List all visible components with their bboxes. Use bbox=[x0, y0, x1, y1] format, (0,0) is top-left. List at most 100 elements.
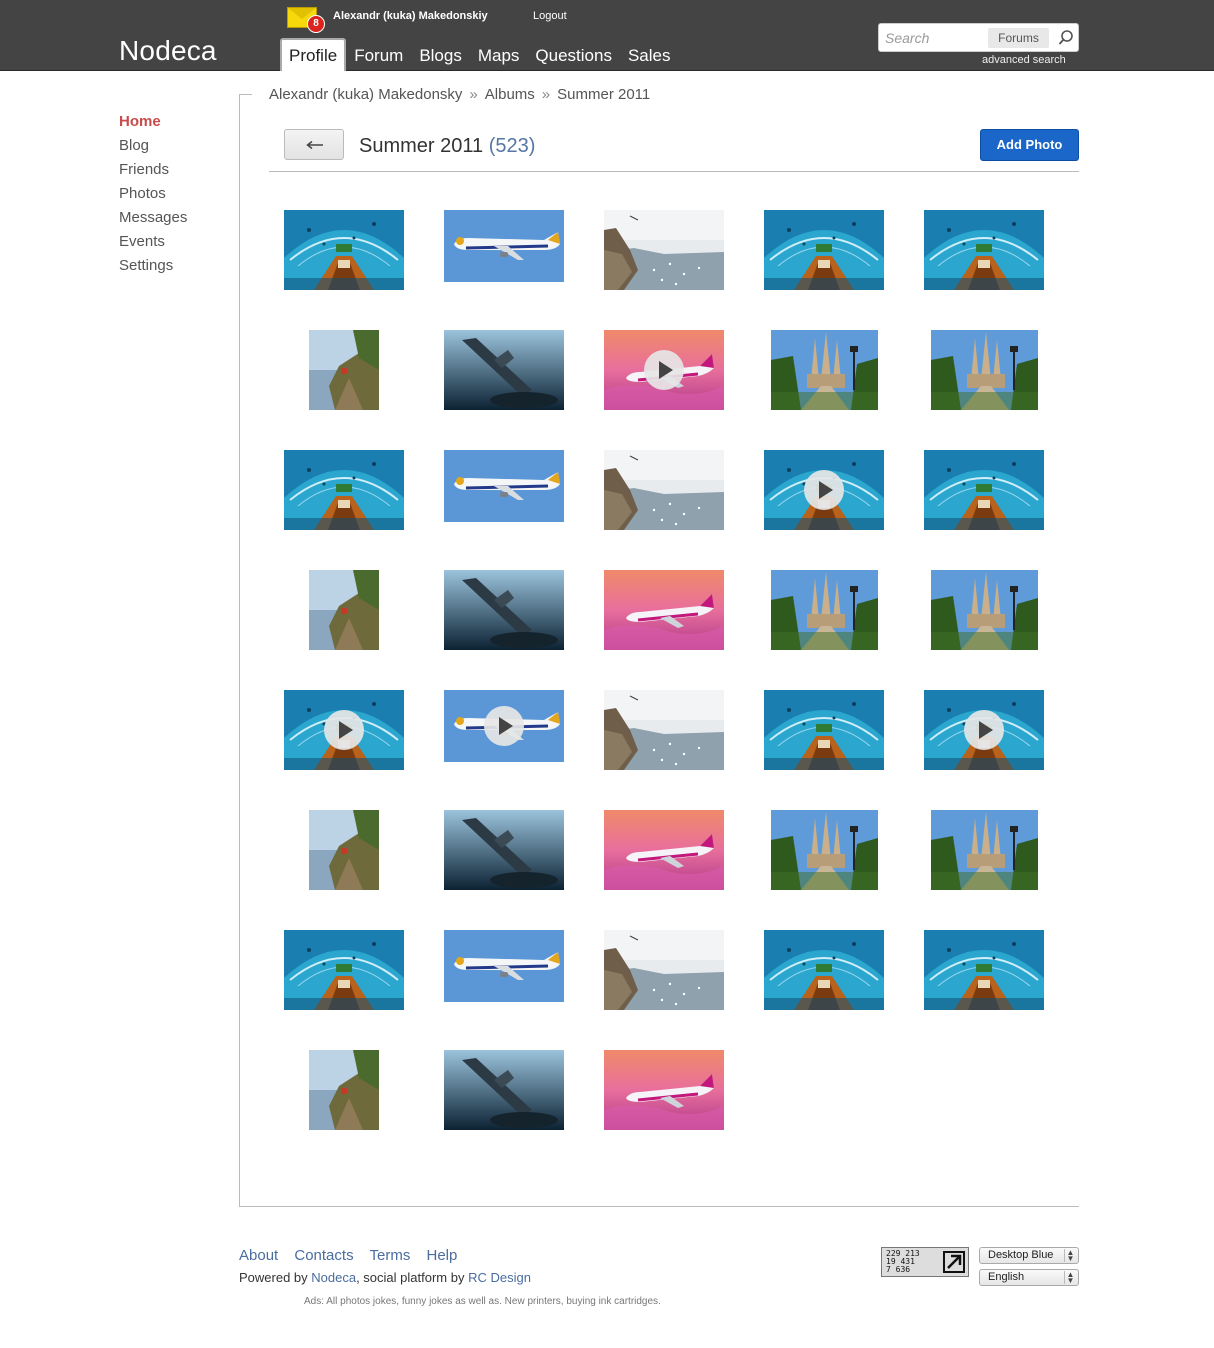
advanced-search-link[interactable]: advanced search bbox=[982, 54, 1066, 66]
username-link[interactable]: Alexandr (kuka) Makedonskiy bbox=[333, 10, 488, 22]
photo-thumbnail[interactable] bbox=[584, 910, 744, 1030]
photo-thumbnail[interactable] bbox=[744, 550, 904, 670]
footer-terms-link[interactable]: Terms bbox=[369, 1247, 411, 1264]
tab-sales[interactable]: Sales bbox=[627, 46, 671, 65]
footer-contacts-link[interactable]: Contacts bbox=[294, 1247, 354, 1264]
photo-image bbox=[309, 330, 379, 410]
photo-thumbnail[interactable] bbox=[904, 670, 1064, 790]
play-icon[interactable] bbox=[804, 470, 844, 510]
photo-thumbnail[interactable] bbox=[744, 430, 904, 550]
photo-thumbnail[interactable] bbox=[424, 910, 584, 1030]
photo-thumbnail[interactable] bbox=[904, 910, 1064, 1030]
photo-image bbox=[284, 930, 404, 1010]
sidebar-item-friends[interactable]: Friends bbox=[119, 161, 170, 178]
breadcrumb-albums[interactable]: Albums bbox=[484, 86, 535, 103]
photo-thumbnail[interactable] bbox=[904, 190, 1064, 310]
photo-image bbox=[604, 570, 724, 650]
photo-thumbnail[interactable] bbox=[424, 190, 584, 310]
play-icon[interactable] bbox=[324, 710, 364, 750]
breadcrumb-current: Summer 2011 bbox=[557, 86, 651, 103]
photo-image bbox=[444, 1050, 564, 1130]
photo-thumbnail[interactable] bbox=[424, 790, 584, 910]
sidebar-item-messages[interactable]: Messages bbox=[119, 209, 188, 226]
mail-icon[interactable]: 8 bbox=[287, 7, 325, 33]
photo-image bbox=[604, 1050, 724, 1130]
photo-thumbnail[interactable] bbox=[584, 430, 744, 550]
photo-thumbnail[interactable] bbox=[744, 310, 904, 430]
tab-questions[interactable]: Questions bbox=[535, 46, 612, 65]
top-bar: Nodeca 8 Alexandr (kuka) Makedonskiy Log… bbox=[0, 0, 1214, 71]
footer-about-link[interactable]: About bbox=[239, 1247, 279, 1264]
photo-thumbnail[interactable] bbox=[584, 1030, 744, 1150]
add-photo-button[interactable]: Add Photo bbox=[980, 129, 1079, 161]
back-button[interactable] bbox=[284, 129, 344, 160]
logout-link[interactable]: Logout bbox=[533, 10, 567, 22]
content-frame bbox=[239, 94, 1079, 1207]
language-select[interactable]: English ▲ ▼ bbox=[979, 1269, 1079, 1286]
site-logo[interactable]: Nodeca bbox=[119, 35, 217, 66]
photo-image bbox=[309, 810, 379, 890]
photo-thumbnail[interactable] bbox=[424, 1030, 584, 1150]
photo-thumbnail[interactable] bbox=[584, 190, 744, 310]
photo-thumbnail[interactable] bbox=[904, 550, 1064, 670]
play-icon[interactable] bbox=[644, 350, 684, 390]
search-input[interactable]: Search Forums bbox=[878, 23, 1079, 52]
theme-select[interactable]: Desktop Blue ▲ ▼ bbox=[979, 1247, 1079, 1264]
photo-thumbnail[interactable] bbox=[424, 310, 584, 430]
photo-thumbnail[interactable] bbox=[584, 310, 744, 430]
counter-arrow-icon bbox=[943, 1251, 965, 1273]
photo-thumbnail[interactable] bbox=[744, 910, 904, 1030]
rc-design-link[interactable]: RC Design bbox=[468, 1270, 531, 1285]
photo-image bbox=[604, 330, 724, 410]
counter-line: 7 636 bbox=[886, 1265, 911, 1274]
powered-prefix: Powered by bbox=[239, 1270, 312, 1285]
photo-thumbnail[interactable] bbox=[904, 790, 1064, 910]
search-placeholder: Search bbox=[885, 30, 930, 46]
photo-thumbnail[interactable] bbox=[264, 910, 424, 1030]
photo-thumbnail[interactable] bbox=[744, 790, 904, 910]
sidebar-item-blog[interactable]: Blog bbox=[119, 137, 150, 154]
tab-maps[interactable]: Maps bbox=[477, 46, 520, 65]
search-icon[interactable] bbox=[1057, 28, 1075, 48]
breadcrumb-user[interactable]: Alexandr (kuka) Makedonsky bbox=[269, 86, 463, 103]
photo-thumbnail[interactable] bbox=[904, 430, 1064, 550]
photo-image bbox=[444, 810, 564, 890]
visit-counter[interactable]: 229 213 19 431 7 636 bbox=[881, 1247, 969, 1277]
photo-thumbnail[interactable] bbox=[424, 550, 584, 670]
photo-image bbox=[924, 210, 1044, 290]
photo-thumbnail[interactable] bbox=[264, 550, 424, 670]
sidebar-item-events[interactable]: Events bbox=[119, 233, 165, 250]
photo-image bbox=[444, 930, 564, 1002]
photo-thumbnail[interactable] bbox=[264, 1030, 424, 1150]
photo-thumbnail[interactable] bbox=[744, 190, 904, 310]
play-icon[interactable] bbox=[964, 710, 1004, 750]
album-name: Summer 2011 bbox=[359, 135, 484, 157]
tab-profile[interactable]: Profile bbox=[280, 38, 347, 71]
counter-line: 19 431 bbox=[886, 1257, 915, 1266]
photo-thumbnail[interactable] bbox=[584, 790, 744, 910]
search-scope-dropdown[interactable]: Forums bbox=[988, 28, 1049, 48]
sidebar-item-home[interactable]: Home bbox=[119, 113, 161, 130]
footer-help-link[interactable]: Help bbox=[426, 1247, 458, 1264]
photo-thumbnail[interactable] bbox=[584, 550, 744, 670]
nodeca-link[interactable]: Nodeca bbox=[311, 1270, 357, 1285]
photo-thumbnail[interactable] bbox=[264, 670, 424, 790]
play-icon[interactable] bbox=[484, 706, 524, 746]
tab-forum[interactable]: Forum bbox=[354, 46, 404, 65]
tab-blogs[interactable]: Blogs bbox=[419, 46, 462, 65]
photo-thumbnail[interactable] bbox=[744, 670, 904, 790]
photo-thumbnail[interactable] bbox=[424, 430, 584, 550]
photo-thumbnail[interactable] bbox=[424, 670, 584, 790]
main-nav: Profile Forum Blogs Maps Questions Sales bbox=[280, 38, 679, 71]
photo-thumbnail[interactable] bbox=[264, 430, 424, 550]
photo-thumbnail[interactable] bbox=[264, 790, 424, 910]
photo-thumbnail[interactable] bbox=[264, 310, 424, 430]
sidebar-item-settings[interactable]: Settings bbox=[119, 257, 174, 274]
photo-thumbnail[interactable] bbox=[264, 190, 424, 310]
photo-thumbnail[interactable] bbox=[584, 670, 744, 790]
footer-links: About Contacts Terms Help bbox=[239, 1247, 469, 1264]
sidebar-item-photos[interactable]: Photos bbox=[119, 185, 166, 202]
ads-text: Ads: All photos jokes, funny jokes as we… bbox=[304, 1296, 661, 1307]
photo-thumbnail[interactable] bbox=[904, 310, 1064, 430]
photo-image bbox=[604, 450, 724, 530]
